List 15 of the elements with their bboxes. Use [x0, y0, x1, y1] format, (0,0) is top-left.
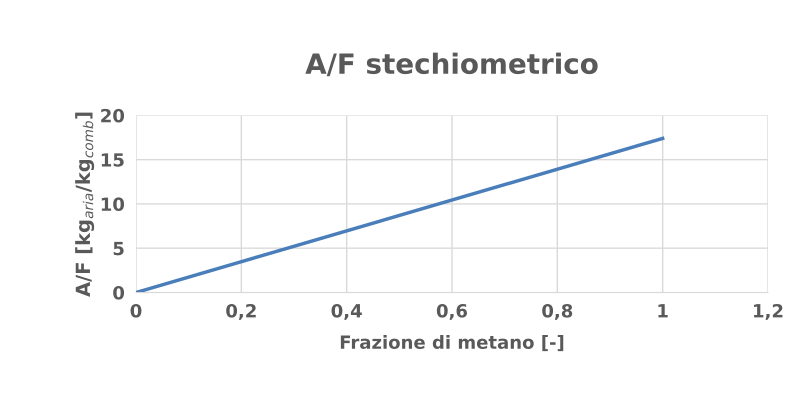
- x-tick-label: 1,2: [754, 304, 782, 320]
- chart-title: A/F stechiometrico: [305, 52, 598, 76]
- y-tick-label: 0: [113, 286, 124, 300]
- y-tick-label: 15: [102, 153, 124, 167]
- y-tick-label: 20: [101, 108, 124, 122]
- x-tick-label: 1: [658, 304, 668, 318]
- x-tick-label: 0,8: [542, 304, 572, 320]
- y-axis-title: A/F [kg$_{aria}$/kg$_{comb}$]: [75, 112, 94, 297]
- x-tick-label: 0,6: [436, 304, 468, 320]
- x-tick-label: 0,2: [226, 304, 256, 320]
- y-tick-label: 10: [102, 197, 124, 212]
- x-tick-label: 0,4: [332, 304, 362, 320]
- y-tick-label: 5: [114, 242, 124, 256]
- x-tick-label: 0: [130, 304, 142, 318]
- x-axis-title: Frazione di metano [-]: [340, 334, 564, 352]
